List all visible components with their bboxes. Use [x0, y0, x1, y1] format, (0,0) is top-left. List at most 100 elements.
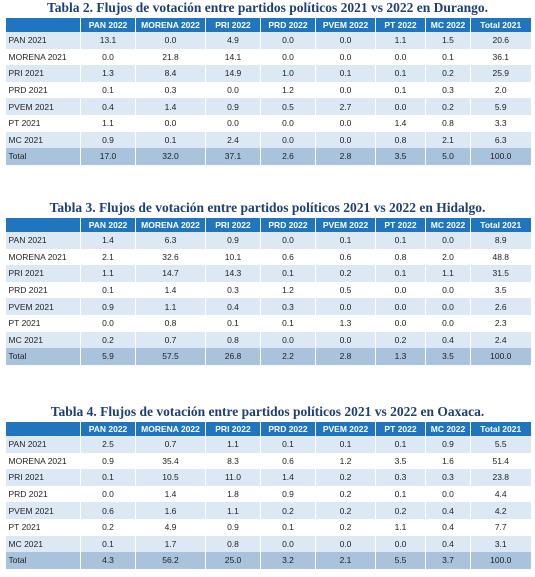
- cell: 1.1: [375, 32, 426, 49]
- data-row: MC 2021 0.2 0.7 0.8 0.0 0.0 0.2 0.4 2.4: [5, 331, 531, 349]
- cell: 100.0: [470, 348, 531, 365]
- cell: 0.8: [135, 314, 206, 332]
- data-row: PRI 2021 1.1 14.7 14.3 0.1 0.2 0.1 1.1 31.5: [5, 265, 531, 282]
- column-header: PAN 2022: [80, 218, 136, 232]
- cell: 8.3: [205, 452, 261, 470]
- cell: 32.0: [135, 148, 206, 165]
- cell: 0.0: [315, 535, 376, 553]
- cell: 0.4: [425, 331, 471, 349]
- cell: 0.9: [260, 485, 316, 503]
- cell: 0.2: [425, 65, 471, 82]
- cell: 0.0: [315, 331, 376, 349]
- cell: 1.1: [425, 265, 471, 282]
- column-header: PT 2022: [375, 18, 426, 32]
- table-block: Tabla 4. Flujos de votación entre partid…: [5, 404, 531, 569]
- table-title: Tabla 4. Flujos de votación entre partid…: [50, 404, 485, 419]
- cell: 0.0: [80, 48, 136, 66]
- cell: 3.2: [260, 552, 316, 569]
- cell: 0.0: [315, 48, 376, 66]
- cell: 4.2: [470, 502, 531, 519]
- cell: 0.0: [260, 232, 316, 249]
- table-body: PAN 2021 13.1 0.0 4.9 0.0 0.0 1.1 1.5 20.6 MORENA…: [5, 32, 531, 165]
- cell: 100.0: [470, 148, 531, 165]
- data-row: PRD 2021 0.1 0.3 0.0 1.2 0.0 0.1 0.3 2.0: [5, 81, 531, 99]
- column-header: MORENA 2022: [135, 218, 206, 232]
- row-label: PVEM 2021: [5, 98, 81, 115]
- cell: 1.4: [80, 232, 136, 249]
- cell: 0.1: [260, 436, 316, 453]
- cell: 35.4: [135, 452, 206, 470]
- cell: 0.0: [260, 131, 316, 149]
- cell: 0.8: [205, 535, 261, 553]
- data-table: PAN 2022 MORENA 2022 PRI 2022 PRD 2022 PVEM …: [5, 218, 531, 365]
- cell: 13.1: [80, 32, 136, 49]
- cell: 7.7: [470, 518, 531, 536]
- cell: 5.0: [425, 148, 471, 165]
- cell: 0.0: [425, 314, 471, 332]
- cell: 0.0: [375, 314, 426, 332]
- cell: 1.1: [205, 436, 261, 453]
- column-header: PVEM 2022: [315, 18, 376, 32]
- row-label: PRI 2021: [5, 65, 81, 82]
- cell: 0.2: [425, 98, 471, 115]
- cell: 0.1: [375, 485, 426, 503]
- column-header: PRD 2022: [260, 422, 316, 436]
- data-row: MORENA 2021 2.1 32.6 10.1 0.6 0.6 0.8 2.0 48.8: [5, 248, 531, 266]
- cell: 0.2: [260, 502, 316, 519]
- table-title: Tabla 3. Flujos de votación entre partid…: [49, 200, 486, 215]
- cell: 20.6: [470, 32, 531, 49]
- cell: 5.9: [470, 98, 531, 115]
- table-block: Tabla 3. Flujos de votación entre partid…: [5, 200, 531, 365]
- cell: 36.1: [470, 48, 531, 66]
- cell: 0.4: [425, 518, 471, 536]
- cell: 2.2: [260, 348, 316, 365]
- cell: 0.0: [425, 281, 471, 299]
- cell: 0.0: [425, 232, 471, 249]
- cell: 0.0: [260, 32, 316, 49]
- cell: 1.4: [260, 469, 316, 486]
- cell: 2.4: [205, 131, 261, 149]
- cell: 23.8: [470, 469, 531, 486]
- cell: 2.3: [470, 314, 531, 332]
- cell: 1.3: [80, 65, 136, 82]
- column-header: PAN 2022: [80, 18, 136, 32]
- column-header: Total 2021: [470, 422, 531, 436]
- cell: 2.1: [80, 248, 136, 266]
- cell: 11.0: [205, 469, 261, 486]
- cell: 0.0: [135, 114, 206, 132]
- cell: 8.4: [135, 65, 206, 82]
- cell: 1.4: [135, 98, 206, 115]
- cell: 26.8: [205, 348, 261, 365]
- cell: 0.1: [80, 535, 136, 553]
- table-title: Tabla 2. Flujos de votación entre partid…: [46, 0, 489, 15]
- data-row: PT 2021 0.0 0.8 0.1 0.1 1.3 0.0 0.0 2.3: [5, 314, 531, 332]
- cell: 0.1: [80, 281, 136, 299]
- cell: 1.3: [375, 348, 426, 365]
- data-row: PT 2021 1.1 0.0 0.0 0.0 0.0 1.4 0.8 3.3: [5, 114, 531, 132]
- cell: 1.4: [135, 485, 206, 503]
- cell: 0.1: [375, 65, 426, 82]
- cell: 2.0: [425, 248, 471, 266]
- cell: 0.6: [260, 452, 316, 470]
- cell: 1.7: [135, 535, 206, 553]
- header-row: PAN 2022 MORENA 2022 PRI 2022 PRD 2022 PVEM …: [5, 18, 531, 32]
- column-header: PAN 2022: [80, 422, 136, 436]
- cell: 0.4: [205, 298, 261, 315]
- cell: 0.0: [375, 98, 426, 115]
- data-row: PVEM 2021 0.9 1.1 0.4 0.3 0.0 0.0 0.0 2.6: [5, 298, 531, 315]
- cell: 0.5: [315, 281, 376, 299]
- cell: 21.8: [135, 48, 206, 66]
- cell: 51.4: [470, 452, 531, 470]
- cell: 1.2: [260, 281, 316, 299]
- total-row: Total 5.9 57.5 26.8 2.2 2.8 1.3 3.5 100.0: [5, 348, 531, 365]
- cell: 1.6: [135, 502, 206, 519]
- cell: 0.0: [375, 48, 426, 66]
- data-row: PAN 2021 2.5 0.7 1.1 0.1 0.1 0.1 0.9 5.5: [5, 436, 531, 453]
- cell: 0.3: [425, 469, 471, 486]
- cell: 0.2: [375, 331, 426, 349]
- cell: 3.7: [425, 552, 471, 569]
- cell: 0.0: [315, 114, 376, 132]
- cell: 0.4: [425, 502, 471, 519]
- cell: 0.7: [135, 331, 206, 349]
- cell: 17.0: [80, 148, 136, 165]
